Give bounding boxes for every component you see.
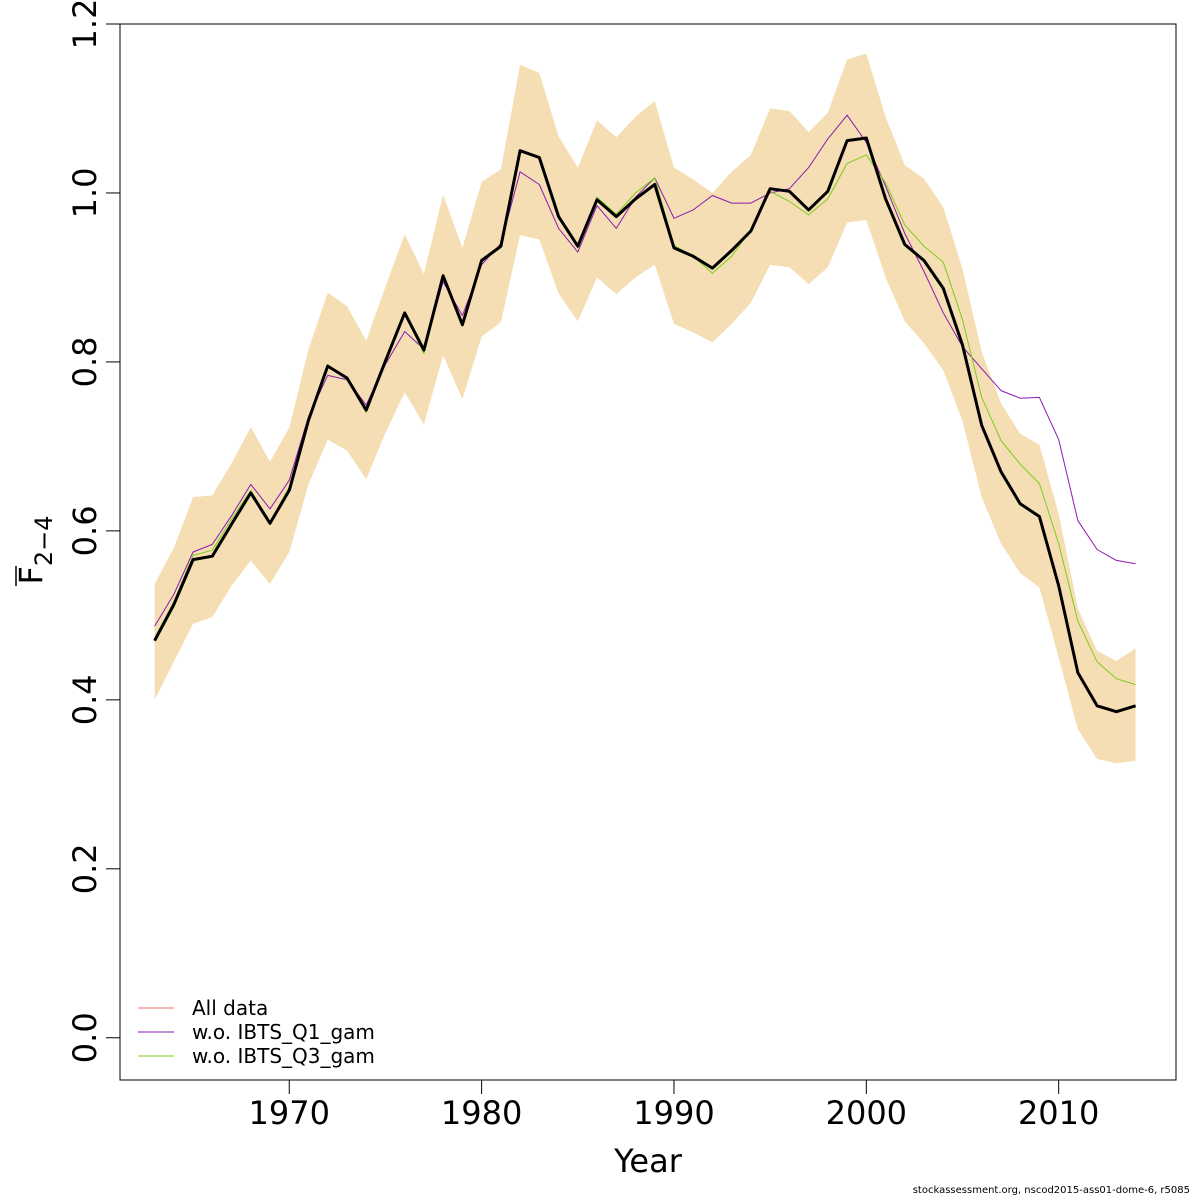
series-layer xyxy=(153,114,1137,714)
x-axis-title: Year xyxy=(613,1142,683,1180)
y-tick-label: 0.4 xyxy=(66,674,104,725)
confidence-band xyxy=(154,53,1136,764)
svg-text:F2−4: F2−4 xyxy=(12,515,58,584)
x-tick-label: 2000 xyxy=(826,1094,907,1132)
x-tick-label: 1980 xyxy=(441,1094,522,1132)
y-axis-title-subscript: 2−4 xyxy=(30,515,58,566)
y-axis-title: F2−4 xyxy=(12,515,58,586)
x-tick-label: 1970 xyxy=(249,1094,330,1132)
y-tick-label: 1.0 xyxy=(66,168,104,219)
y-axis: 0.0 0.2 0.4 0.6 0.8 1.0 1.2 xyxy=(66,0,121,1063)
y-tick-label: 0.0 xyxy=(66,1012,104,1063)
x-tick-label: 2010 xyxy=(1018,1094,1099,1132)
x-tick-label: 1990 xyxy=(633,1094,714,1132)
y-tick-label: 0.6 xyxy=(66,505,104,556)
y-tick-label: 1.2 xyxy=(66,0,104,49)
legend-label: All data xyxy=(192,996,268,1020)
credit-footnote: stockassessment.org, nscod2015-ass01-dom… xyxy=(912,1185,1190,1196)
legend-label: w.o. IBTS_Q1_gam xyxy=(192,1020,375,1044)
x-axis: 1970 1980 1990 2000 2010 xyxy=(249,1079,1099,1132)
series-line-3 xyxy=(153,136,1137,714)
y-tick-label: 0.2 xyxy=(66,843,104,894)
y-tick-label: 0.8 xyxy=(66,336,104,387)
y-axis-title-main: F xyxy=(12,566,50,584)
legend-label: w.o. IBTS_Q3_gam xyxy=(192,1044,375,1068)
confidence-band-layer xyxy=(154,53,1136,764)
